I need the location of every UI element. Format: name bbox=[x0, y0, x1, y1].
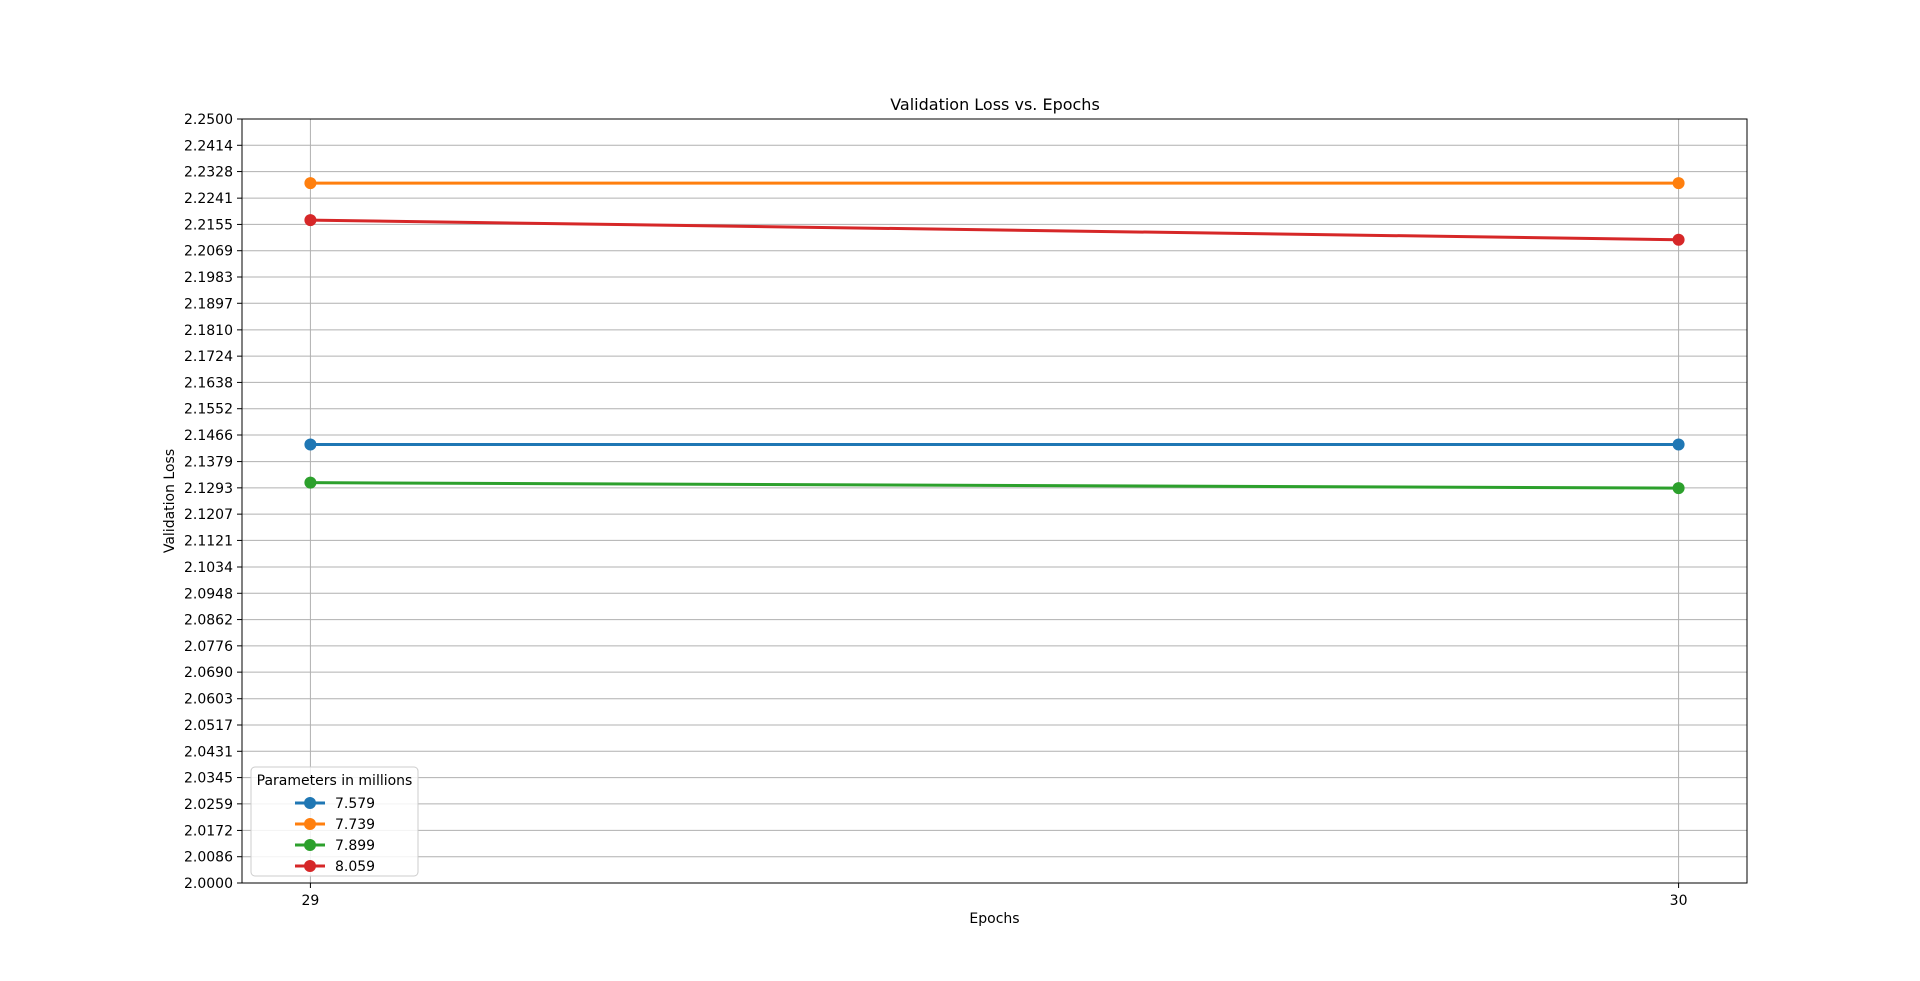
y-tick-label: 2.0517 bbox=[184, 718, 233, 734]
legend-swatch-marker bbox=[304, 797, 316, 809]
y-tick-label: 2.2414 bbox=[184, 138, 233, 154]
data-point bbox=[1672, 233, 1685, 246]
data-point bbox=[1672, 177, 1685, 190]
y-tick-label: 2.1466 bbox=[184, 428, 233, 444]
y-tick-label: 2.0862 bbox=[184, 613, 233, 629]
data-point bbox=[304, 476, 317, 489]
legend-swatch-marker bbox=[304, 839, 316, 851]
legend-entry-label: 7.899 bbox=[335, 838, 375, 854]
y-tick-label: 2.0948 bbox=[184, 586, 233, 602]
legend-entry-label: 7.739 bbox=[335, 817, 375, 833]
data-point bbox=[304, 214, 317, 227]
legend-swatch-marker bbox=[304, 818, 316, 830]
data-point bbox=[304, 438, 317, 451]
legend: Parameters in millions 7.579 7.739 7.899 8.0… bbox=[250, 766, 419, 877]
y-tick-label: 2.2328 bbox=[184, 165, 233, 181]
legend-title: Parameters in millions bbox=[257, 773, 413, 789]
y-axis-ticks: 2.0000 2.0086 2.0172 2.0259 2.0345 2.0431 2.05… bbox=[184, 112, 242, 892]
y-tick-label: 2.1034 bbox=[184, 560, 233, 576]
x-tick-label: 30 bbox=[1670, 893, 1688, 909]
chart-title: Validation Loss vs. Epochs bbox=[890, 95, 1100, 114]
x-tick-label: 29 bbox=[301, 893, 319, 909]
y-tick-label: 2.0431 bbox=[184, 744, 233, 760]
y-tick-label: 2.1897 bbox=[184, 296, 233, 312]
y-tick-label: 2.1121 bbox=[184, 533, 233, 549]
data-point bbox=[1672, 438, 1685, 451]
x-axis-ticks: 29 30 bbox=[301, 883, 1688, 909]
y-tick-label: 2.1293 bbox=[184, 481, 233, 497]
legend-entry-label: 7.579 bbox=[335, 796, 375, 812]
legend-swatch-marker bbox=[304, 860, 316, 872]
y-tick-label: 2.0345 bbox=[184, 771, 233, 787]
y-tick-label: 2.0172 bbox=[184, 823, 233, 839]
legend-box bbox=[250, 766, 419, 877]
y-tick-label: 2.0603 bbox=[184, 692, 233, 708]
y-tick-label: 2.1207 bbox=[184, 507, 233, 523]
series-line bbox=[310, 481, 1679, 490]
y-tick-label: 2.0000 bbox=[184, 876, 233, 892]
y-tick-label: 2.1810 bbox=[184, 323, 233, 339]
y-tick-label: 2.1379 bbox=[184, 455, 233, 471]
y-tick-label: 2.1638 bbox=[184, 375, 233, 391]
y-tick-label: 2.1983 bbox=[184, 270, 233, 286]
series-line bbox=[310, 218, 1679, 242]
y-tick-label: 2.0259 bbox=[184, 797, 233, 813]
legend-entry-label: 8.059 bbox=[335, 859, 375, 875]
y-tick-label: 2.2155 bbox=[184, 217, 233, 233]
y-axis-label: Validation Loss bbox=[162, 449, 178, 553]
y-tick-label: 2.2500 bbox=[184, 112, 233, 128]
data-point bbox=[304, 177, 317, 190]
data-point bbox=[1672, 482, 1685, 495]
series-layer bbox=[304, 177, 1685, 495]
y-tick-label: 2.2069 bbox=[184, 244, 233, 260]
x-axis-label: Epochs bbox=[969, 911, 1019, 927]
y-tick-label: 2.0690 bbox=[184, 665, 233, 681]
y-tick-label: 2.1552 bbox=[184, 402, 233, 418]
y-tick-label: 2.0086 bbox=[184, 850, 233, 866]
grid bbox=[242, 118, 1747, 884]
y-tick-label: 2.1724 bbox=[184, 349, 233, 365]
y-tick-label: 2.2241 bbox=[184, 191, 233, 207]
y-tick-label: 2.0776 bbox=[184, 639, 233, 655]
plot-frame bbox=[241, 118, 1748, 884]
